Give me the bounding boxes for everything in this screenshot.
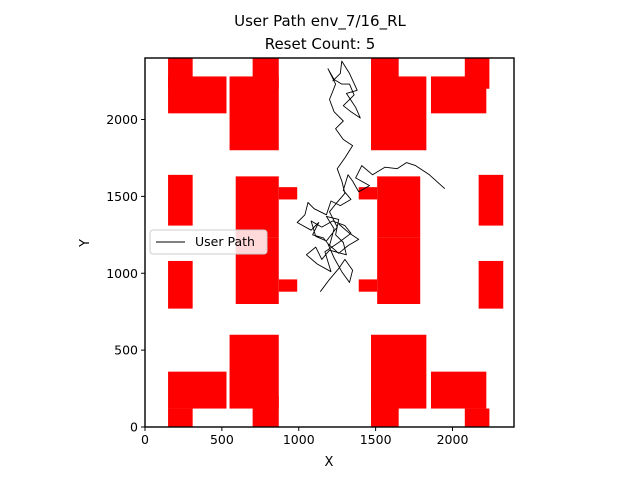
obstacle-25 xyxy=(168,408,193,427)
y-tick-label-500: 500 xyxy=(114,343,138,358)
obstacle-5 xyxy=(168,58,193,89)
path-layer xyxy=(296,60,446,292)
obstacle-27 xyxy=(464,408,490,427)
y-tick-label-1000: 1000 xyxy=(106,266,138,281)
y-tick-label-1500: 1500 xyxy=(106,189,138,204)
chart-title-line1: User Path env_7/16_RL xyxy=(234,12,406,31)
legend-box xyxy=(149,229,268,255)
obstacle-19 xyxy=(358,279,378,292)
legend-label: User Path xyxy=(195,234,255,249)
obstacle-15 xyxy=(278,279,298,292)
y-tick-label-2000: 2000 xyxy=(106,112,138,127)
x-tick-label-1000: 1000 xyxy=(283,432,315,447)
obstacle-21 xyxy=(252,396,279,427)
obstacle-layer xyxy=(168,58,504,427)
plot-frame xyxy=(144,57,515,428)
obstacle-26 xyxy=(430,371,487,409)
legend: User Path xyxy=(149,229,268,255)
obstacle-7 xyxy=(252,58,279,89)
obstacle-16 xyxy=(377,176,421,238)
x-tick-label-2000: 2000 xyxy=(437,432,469,447)
obstacle-1 xyxy=(168,260,193,309)
x-axis-label: X xyxy=(325,455,334,470)
obstacle-9 xyxy=(371,58,399,89)
x-axis-ticks: 0 500 1000 1500 2000 xyxy=(141,427,468,447)
x-tick-label-1500: 1500 xyxy=(360,432,392,447)
obstacle-13 xyxy=(278,187,298,200)
obstacle-0 xyxy=(168,174,193,226)
y-tick-label-0: 0 xyxy=(130,420,138,435)
x-tick-label-500: 500 xyxy=(210,432,234,447)
user-path-segment-1 xyxy=(319,223,360,292)
obstacle-23 xyxy=(371,396,399,427)
obstacle-12 xyxy=(235,176,279,238)
obstacle-11 xyxy=(464,58,490,89)
obstacle-17 xyxy=(358,187,378,200)
y-axis-ticks: 0 500 1000 1500 2000 xyxy=(106,112,145,435)
obstacle-3 xyxy=(478,260,504,309)
x-tick-label-0: 0 xyxy=(141,432,149,447)
obstacle-24 xyxy=(168,371,227,409)
y-axis-label: Y xyxy=(78,239,93,248)
chart-title-line2: Reset Count: 5 xyxy=(265,35,376,53)
obstacle-2 xyxy=(478,174,504,226)
obstacle-18 xyxy=(377,237,421,304)
user-path-segment-0 xyxy=(296,60,446,273)
